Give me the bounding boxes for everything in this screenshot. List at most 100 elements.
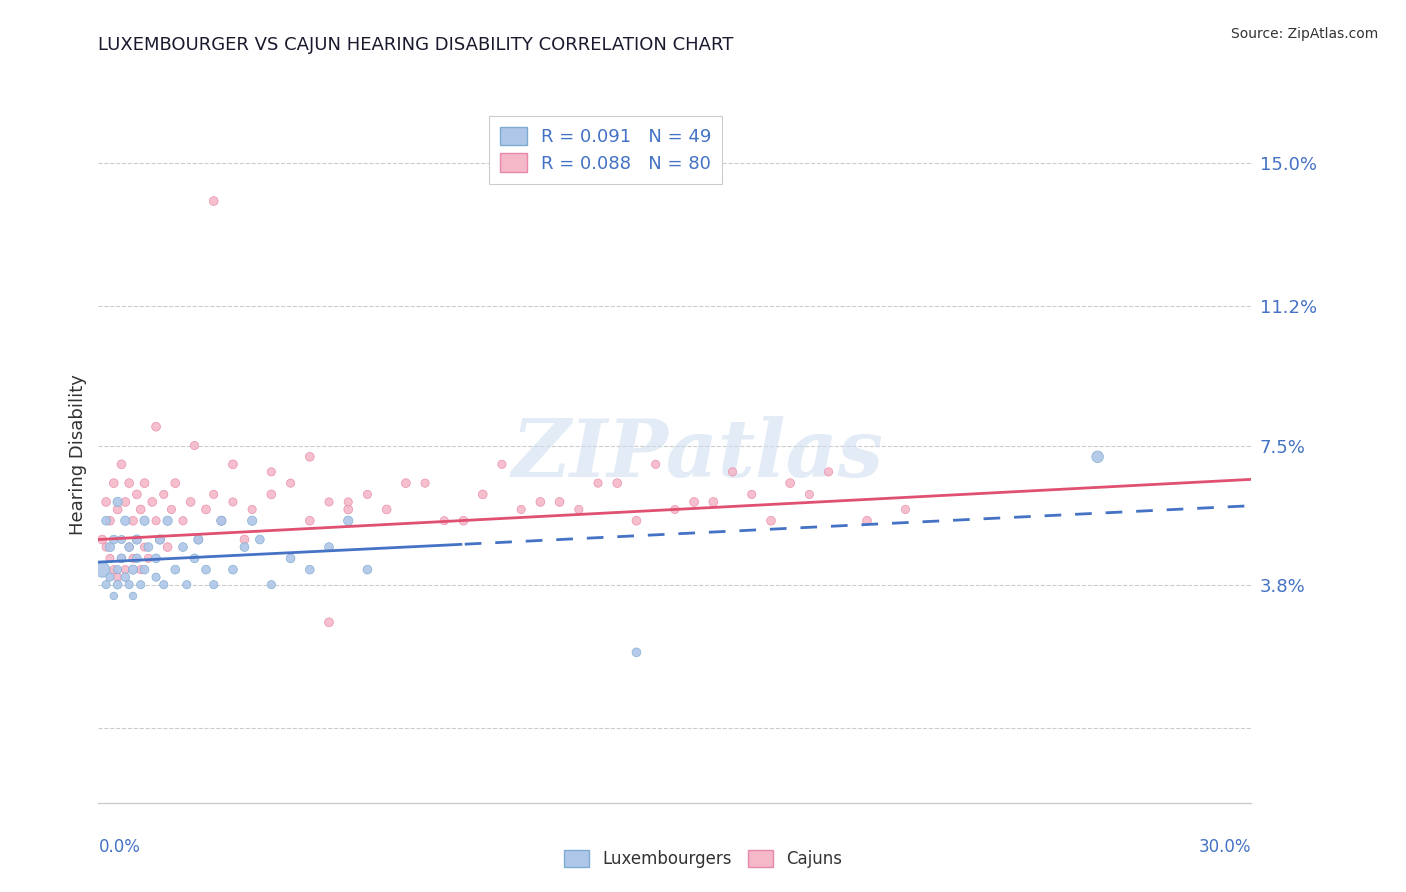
Point — [664, 502, 686, 516]
Point — [152, 577, 174, 591]
Point — [118, 540, 141, 554]
Point — [702, 495, 724, 509]
Point — [894, 502, 917, 516]
Point — [176, 577, 198, 591]
Point — [145, 570, 167, 584]
Point — [318, 615, 340, 630]
Point — [145, 551, 167, 566]
Point — [134, 563, 156, 577]
Point — [98, 514, 121, 528]
Point — [125, 533, 148, 547]
Point — [683, 495, 706, 509]
Point — [152, 487, 174, 501]
Point — [759, 514, 782, 528]
Point — [491, 458, 513, 472]
Point — [118, 577, 141, 591]
Point — [138, 540, 160, 554]
Point — [103, 589, 125, 603]
Point — [165, 563, 187, 577]
Point — [298, 450, 321, 464]
Point — [433, 514, 456, 528]
Point — [107, 495, 129, 509]
Point — [240, 502, 263, 516]
Point — [1087, 450, 1109, 464]
Point — [202, 194, 225, 208]
Point — [260, 487, 283, 501]
Point — [626, 514, 648, 528]
Point — [107, 502, 129, 516]
Point — [240, 514, 263, 528]
Point — [356, 487, 378, 501]
Point — [129, 502, 152, 516]
Point — [107, 570, 129, 584]
Point — [114, 514, 136, 528]
Point — [94, 514, 117, 528]
Point — [510, 502, 533, 516]
Point — [122, 563, 145, 577]
Point — [233, 533, 256, 547]
Point — [110, 458, 132, 472]
Point — [626, 645, 648, 659]
Point — [202, 487, 225, 501]
Point — [318, 540, 340, 554]
Point — [298, 514, 321, 528]
Point — [122, 589, 145, 603]
Point — [606, 476, 628, 491]
Point — [586, 476, 609, 491]
Point — [110, 533, 132, 547]
Point — [118, 540, 141, 554]
Point — [280, 476, 302, 491]
Point — [202, 577, 225, 591]
Point — [156, 540, 179, 554]
Point — [94, 495, 117, 509]
Point — [453, 514, 475, 528]
Point — [375, 502, 398, 516]
Point — [94, 577, 117, 591]
Point — [187, 533, 209, 547]
Point — [817, 465, 839, 479]
Point — [91, 563, 114, 577]
Point — [129, 577, 152, 591]
Point — [156, 514, 179, 528]
Point — [165, 476, 187, 491]
Point — [413, 476, 436, 491]
Point — [110, 551, 132, 566]
Text: LUXEMBOURGER VS CAJUN HEARING DISABILITY CORRELATION CHART: LUXEMBOURGER VS CAJUN HEARING DISABILITY… — [98, 36, 734, 54]
Point — [134, 540, 156, 554]
Y-axis label: Hearing Disability: Hearing Disability — [69, 375, 87, 535]
Point — [149, 533, 172, 547]
Point — [471, 487, 494, 501]
Point — [110, 551, 132, 566]
Point — [856, 514, 879, 528]
Point — [183, 438, 205, 452]
Point — [195, 502, 218, 516]
Point — [125, 551, 148, 566]
Legend: Luxembourgers, Cajuns: Luxembourgers, Cajuns — [557, 843, 849, 875]
Point — [107, 563, 129, 577]
Point — [122, 514, 145, 528]
Text: Source: ZipAtlas.com: Source: ZipAtlas.com — [1230, 27, 1378, 41]
Point — [145, 514, 167, 528]
Point — [779, 476, 801, 491]
Point — [209, 514, 232, 528]
Point — [94, 540, 117, 554]
Point — [222, 495, 245, 509]
Point — [172, 514, 194, 528]
Point — [249, 533, 271, 547]
Point — [98, 540, 121, 554]
Point — [138, 551, 160, 566]
Point — [145, 419, 167, 434]
Point — [548, 495, 571, 509]
Point — [260, 577, 283, 591]
Point — [129, 563, 152, 577]
Point — [114, 563, 136, 577]
Point — [337, 502, 360, 516]
Point — [172, 540, 194, 554]
Point — [529, 495, 551, 509]
Point — [222, 563, 245, 577]
Point — [233, 540, 256, 554]
Point — [103, 563, 125, 577]
Text: ZIPatlas: ZIPatlas — [512, 417, 884, 493]
Point — [721, 465, 744, 479]
Point — [160, 502, 183, 516]
